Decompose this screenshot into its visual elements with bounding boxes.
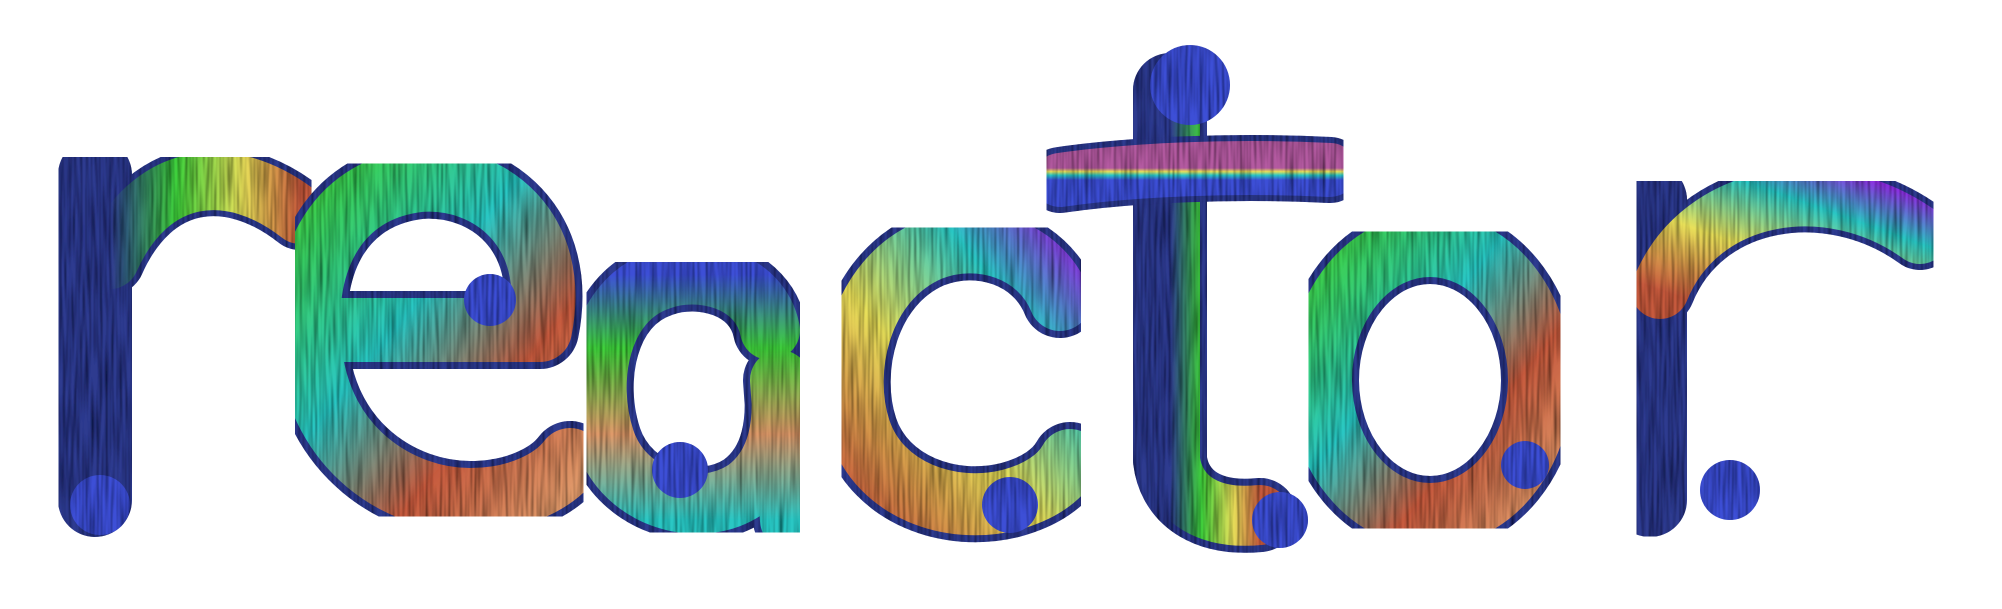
letter-r-second [1613, 162, 1955, 537]
letter-r [58, 138, 335, 537]
letter-t [1027, 45, 1363, 553]
letter-o [1281, 206, 1579, 554]
letter-c [814, 204, 1108, 543]
letter-a [559, 237, 827, 557]
letter-e [269, 140, 609, 539]
